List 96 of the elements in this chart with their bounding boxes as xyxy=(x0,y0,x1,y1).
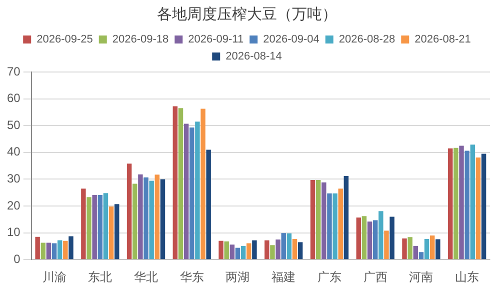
bar xyxy=(476,157,481,260)
bar xyxy=(390,216,394,260)
bar xyxy=(252,240,257,260)
bar xyxy=(92,195,97,260)
bar xyxy=(246,243,252,260)
y-tick-label: 0 xyxy=(14,252,21,266)
bar xyxy=(224,241,229,260)
bar xyxy=(464,150,470,260)
x-tick-label: 华东 xyxy=(180,270,204,284)
legend-label: 2026-09-18 xyxy=(112,34,169,46)
x-tick-label: 川渝 xyxy=(42,270,66,284)
legend-label: 2026-09-25 xyxy=(36,34,93,46)
bar xyxy=(481,154,486,260)
bar xyxy=(372,220,378,260)
bar xyxy=(310,180,316,260)
x-tick-label: 河南 xyxy=(409,270,434,284)
y-tick-label: 40 xyxy=(6,144,21,159)
bar xyxy=(154,174,160,260)
bar xyxy=(270,245,275,260)
bar xyxy=(103,193,108,260)
bar xyxy=(362,216,367,260)
bar xyxy=(436,239,440,260)
y-tick-label: 60 xyxy=(6,91,21,106)
bar xyxy=(46,242,52,260)
bar xyxy=(63,240,68,260)
bar xyxy=(57,240,62,260)
bar xyxy=(338,188,343,260)
bar xyxy=(132,184,138,260)
y-tick-label: 70 xyxy=(6,64,21,78)
bar xyxy=(108,206,114,260)
bar xyxy=(298,242,303,260)
bar xyxy=(126,164,132,260)
bar xyxy=(322,182,326,260)
y-tick-label: 10 xyxy=(6,225,21,240)
bar xyxy=(138,174,143,260)
bar xyxy=(144,177,148,260)
bar xyxy=(402,238,407,260)
bar xyxy=(114,204,120,260)
bar xyxy=(454,148,458,260)
bar xyxy=(367,222,372,260)
bar xyxy=(190,127,194,260)
x-tick-label: 广东 xyxy=(317,270,342,284)
bar xyxy=(52,243,57,260)
bar xyxy=(68,236,74,260)
legend-label: 2026-08-28 xyxy=(338,34,396,46)
bar xyxy=(292,238,298,260)
bar xyxy=(184,124,189,260)
bar xyxy=(200,108,206,260)
bar xyxy=(430,235,435,260)
bar xyxy=(418,252,424,260)
bar xyxy=(424,238,430,260)
x-tick-label: 东北 xyxy=(88,270,112,284)
bar xyxy=(86,197,92,260)
bar xyxy=(384,230,389,260)
bar xyxy=(276,240,280,260)
bar xyxy=(240,246,246,260)
bar xyxy=(286,233,292,260)
legend-label: 2026-09-11 xyxy=(188,34,244,46)
bar xyxy=(281,233,286,260)
bar xyxy=(327,193,332,260)
legend-label: 2026-08-21 xyxy=(414,34,471,46)
bar xyxy=(35,236,40,260)
y-tick-label: 20 xyxy=(6,198,21,212)
bar xyxy=(149,180,154,260)
bar xyxy=(344,176,349,260)
x-tick-label: 两湖 xyxy=(226,270,250,284)
bar xyxy=(356,218,361,260)
x-tick-label: 广西 xyxy=(363,270,388,284)
bar xyxy=(448,148,453,260)
bar xyxy=(81,188,86,260)
bar xyxy=(378,211,384,260)
bar xyxy=(195,122,200,260)
x-tick-label: 华北 xyxy=(134,270,158,284)
x-tick-label: 福建 xyxy=(272,270,296,284)
y-tick-label: 50 xyxy=(6,118,21,132)
chart-title: 各地周度压榨大豆（万吨） xyxy=(157,6,337,24)
bar xyxy=(206,150,211,260)
bar xyxy=(218,240,224,260)
bar xyxy=(98,195,103,260)
x-tick-label: 山东 xyxy=(455,270,480,284)
bar xyxy=(178,108,184,260)
bar xyxy=(413,246,418,260)
bar xyxy=(264,240,270,260)
legend-label: 2026-09-04 xyxy=(263,34,320,46)
bar xyxy=(235,248,240,260)
bar xyxy=(459,146,464,260)
bar xyxy=(172,106,178,260)
bar xyxy=(40,242,46,260)
bar xyxy=(332,193,338,260)
bar xyxy=(470,144,476,260)
legend-label: 2026-08-14 xyxy=(226,50,282,63)
y-tick-label: 30 xyxy=(6,172,21,186)
bar xyxy=(408,237,412,260)
bar xyxy=(230,244,235,260)
bar xyxy=(316,180,321,260)
bar xyxy=(160,179,166,260)
